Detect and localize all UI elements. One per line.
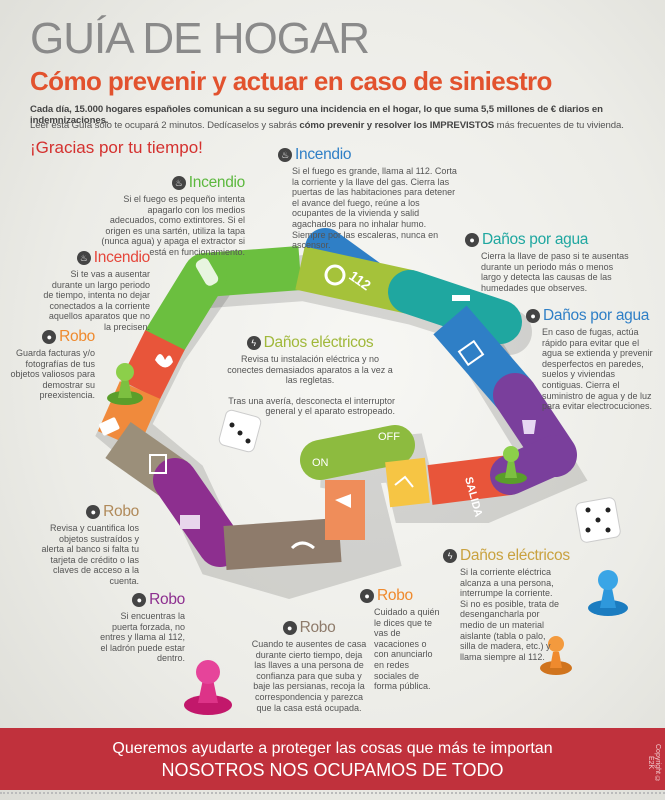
tip-heading: Robo <box>59 328 95 345</box>
slip-fall-icon <box>394 475 414 488</box>
banner-line-2: NOSOTROS NOS OCUPAMOS DE TODO <box>161 760 504 780</box>
tip-heading: Daños eléctricos <box>460 547 570 564</box>
water-drop-icon: ● <box>526 309 540 323</box>
board-tile-fall <box>385 457 430 508</box>
thief-icon: ● <box>132 593 147 607</box>
board-tile-corner <box>143 253 227 362</box>
tip-incendio-green: ♨ Incendio Si el fuego es pequeño intenta… <box>100 174 245 264</box>
fire-icon: ♨ <box>76 251 91 265</box>
board-tile-switch <box>300 425 415 480</box>
tip-heading: Robo <box>377 587 413 604</box>
label-off: OFF <box>378 431 400 443</box>
tip-text: Si el fuego es grande, llama al 112. Cor… <box>292 166 457 251</box>
water-drop-icon: ● <box>465 233 479 247</box>
tip-heading: Robo <box>299 619 336 636</box>
lightning-icon: ϟ <box>246 336 261 350</box>
intro-line-2: Leer esta Guía sólo te ocupará 2 minutos… <box>30 120 640 131</box>
thief-icon: ● <box>360 589 374 603</box>
board-tile-safe <box>153 458 242 567</box>
tap-icon <box>452 295 470 301</box>
page-title: GUÍA DE HOGAR <box>30 14 370 63</box>
footer-banner: Queremos ayudarte a proteger las cosas q… <box>0 728 665 790</box>
tip-heading: Incendio <box>93 249 151 266</box>
tip-heading: Robo <box>103 503 139 520</box>
pawn-orange-icon <box>540 636 572 675</box>
board-tile-fire <box>120 330 185 400</box>
extinguisher-icon <box>195 258 219 286</box>
fire-icon: ♨ <box>171 176 186 190</box>
copyright-notice: Copyright © E2K <box>647 743 661 783</box>
thief-icon: ● <box>282 621 297 635</box>
tip-text: Cuidado a quién le dices que te vas de v… <box>374 607 440 692</box>
hand-key-icon <box>290 541 315 550</box>
tip-electricos-green: ϟ Daños eléctricos Revisa tu instalación … <box>225 334 395 423</box>
fire-icon: ♨ <box>278 148 292 162</box>
board-tile-tap <box>388 270 522 344</box>
tip-robo-small: ● Robo Cuidado a quién le dices que te va… <box>360 587 440 698</box>
tip-heading: Daños por agua <box>482 231 589 248</box>
tip-text: Cuando te ausentes de casa durante ciert… <box>251 639 367 713</box>
lock-stamp-icon <box>457 339 485 367</box>
fire-plug-icon <box>155 354 173 368</box>
camera-icon <box>98 417 120 436</box>
intro-text-end: más frecuentes de tu vivienda. <box>494 120 624 131</box>
tip-electricos-gold: ϟ Daños eléctricos Si la corriente eléctr… <box>443 547 570 668</box>
dice-icon <box>575 497 621 543</box>
intro-line-1: Cada día, 15.000 hogares españoles comun… <box>30 104 603 126</box>
tip-incendio-red: ♨ Incendio Si te vas a ausentar durante u… <box>40 249 150 339</box>
intro-text: Leer esta Guía sólo te ocupará 2 minutos… <box>30 120 300 131</box>
tip-heading: Robo <box>149 591 185 608</box>
tip-text: Guarda facturas y/o fotografías de tus o… <box>10 348 95 401</box>
tip-text: Si la corriente eléctrica alcanza a una … <box>460 567 560 662</box>
megaphone-icon <box>335 494 351 508</box>
tip-heading: Incendio <box>295 146 352 163</box>
bucket-icon <box>522 420 536 434</box>
dice-icon <box>218 409 262 453</box>
tip-text: Si te vas a ausentar durante un largo pe… <box>43 269 150 332</box>
board-tile-end <box>490 435 575 495</box>
tip-heading: Daños por agua <box>543 307 650 324</box>
tip-text-2: Tras una avería, desconecta el interrupt… <box>228 395 395 417</box>
pawn-green-icon <box>107 363 143 405</box>
tip-text: Cierra la llave de paso si te ausentas d… <box>481 251 629 293</box>
pawn-green-icon <box>495 446 527 484</box>
page-subtitle: Cómo prevenir y actuar en caso de sinies… <box>30 66 552 96</box>
tip-heading: Daños eléctricos <box>263 334 374 351</box>
checklist-icon <box>149 454 167 474</box>
tip-robo-brown: ● Robo Revisa y cuantifica los objetos su… <box>40 503 139 593</box>
tip-incendio-blue: ♨ Incendio Si el fuego es grande, llama a… <box>278 146 458 257</box>
pawn-blue-icon <box>588 570 628 616</box>
tip-robo-orange: ● Robo Guarda facturas y/o fotografías de… <box>10 328 95 407</box>
tip-agua-blue: ● Daños por agua En caso de fugas, actúa … <box>526 307 656 418</box>
tip-robo-purple: ● Robo Si encuentras la puerta forzada, n… <box>100 591 185 670</box>
tip-heading: Incendio <box>188 174 246 191</box>
tip-text: En caso de fugas, actúa rápido para evit… <box>542 327 653 412</box>
label-on: ON <box>312 457 329 469</box>
board-tile-keys <box>223 518 342 570</box>
tip-text: Si el fuego es pequeño intenta apagarlo … <box>101 194 245 257</box>
thanks-heading: ¡Gracias por tu tiempo! <box>30 138 203 157</box>
intro-emphasis: cómo prevenir y resolver los IMPREVISTOS <box>299 120 495 131</box>
safe-box-icon <box>180 515 200 529</box>
thief-icon: ● <box>86 505 101 519</box>
banner-line-1: Queremos ayudarte a proteger las cosas q… <box>112 740 553 757</box>
tip-robo-gray: ● Robo Cuando te ausentes de casa durante… <box>250 619 368 719</box>
pawn-pink-icon <box>184 660 232 715</box>
tip-agua-teal: ● Daños por agua Cierra la llave de paso … <box>465 231 635 299</box>
board-game-illustration: 112 ON OFF SALIDA <box>95 228 628 715</box>
magnifier-icon <box>324 264 346 286</box>
thief-icon: ● <box>42 330 57 344</box>
lightning-icon: ϟ <box>443 549 457 563</box>
tip-text: Revisa tu instalación eléctrica y no con… <box>227 354 393 386</box>
footer-divider <box>0 792 665 794</box>
tip-text: Si encuentras la puerta forzada, no entr… <box>100 611 185 664</box>
tip-text: Revisa y cuantifica los objetos sustraíd… <box>41 523 139 586</box>
